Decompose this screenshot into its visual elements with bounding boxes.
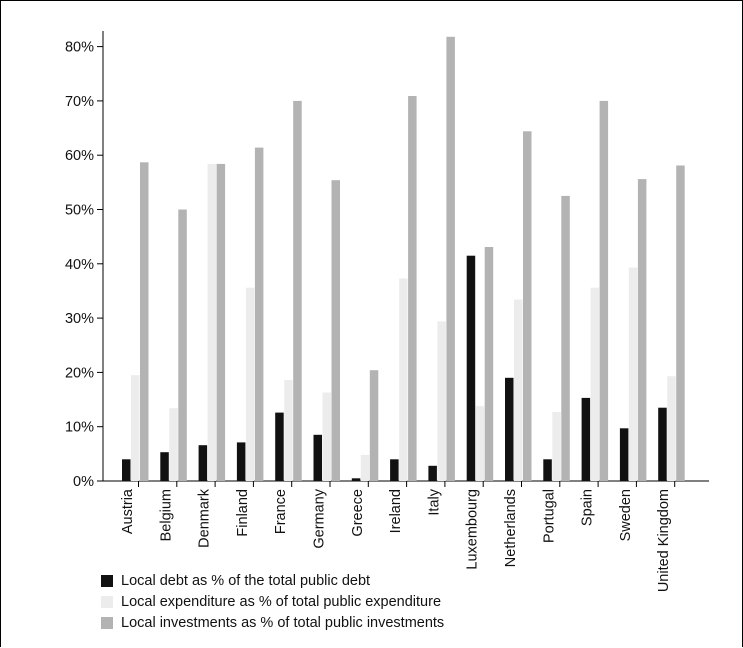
bar-netherlands-series-1 (505, 377, 514, 481)
bar-belgium-series-2 (169, 408, 178, 481)
x-category-label: Austria (120, 488, 136, 534)
legend-label: Local expenditure as % of total public e… (121, 593, 442, 610)
y-tick-label: 10% (65, 420, 94, 436)
bar-denmark-series-2 (207, 163, 217, 481)
y-tick-label: 60% (65, 148, 94, 164)
legend-swatch (101, 616, 113, 629)
bar-ireland-series-2 (399, 278, 408, 481)
y-tick-label: 0% (73, 474, 94, 490)
bar-finland-series-3 (254, 147, 264, 481)
bar-ireland-series-3 (408, 96, 417, 481)
x-category-label: Sweden (618, 489, 634, 541)
bar-united-kingdom-series-1 (658, 407, 667, 481)
bar-luxembourg-series-1 (466, 255, 476, 481)
y-tick-label: 50% (65, 203, 94, 219)
bar-portugal-series-3 (561, 195, 570, 481)
bar-spain-series-1 (581, 397, 591, 481)
bar-italy-series-2 (437, 321, 446, 481)
y-tick-label: 20% (65, 365, 94, 381)
bar-portugal-series-2 (552, 412, 561, 481)
x-category-label: Finland (235, 489, 251, 537)
legend-swatch (101, 574, 113, 587)
bar-sweden-series-1 (619, 428, 629, 481)
bar-netherlands-series-2 (514, 299, 523, 481)
x-category-label: Spain (580, 489, 596, 526)
bar-italy-series-3 (446, 36, 455, 482)
y-tick-label: 30% (65, 311, 94, 327)
bar-belgium-series-3 (178, 209, 187, 481)
x-category-label: Italy (426, 488, 442, 515)
x-category-label: Belgium (158, 489, 174, 541)
legend-item: Local expenditure as % of total public e… (101, 591, 444, 612)
x-category-label: Luxembourg (465, 489, 481, 570)
bar-germany-series-3 (331, 180, 340, 481)
x-category-label: United Kingdom (656, 489, 672, 592)
bar-austria-series-1 (122, 459, 131, 481)
chart-legend: Local debt as % of the total public debt… (101, 570, 444, 633)
y-tick-label: 70% (65, 94, 94, 110)
y-tick-label: 40% (65, 257, 94, 273)
x-category-label: Denmark (197, 488, 213, 548)
bar-denmark-series-1 (198, 445, 208, 481)
bar-netherlands-series-3 (523, 131, 532, 482)
legend-item: Local investments as % of total public i… (101, 612, 444, 633)
bar-sweden-series-2 (628, 267, 638, 481)
bar-portugal-series-1 (543, 459, 552, 481)
bar-belgium-series-1 (160, 452, 169, 481)
x-category-label: Greece (350, 489, 366, 537)
legend-swatch (101, 595, 113, 608)
bar-united-kingdom-series-3 (676, 165, 685, 481)
bar-germany-series-2 (322, 392, 331, 481)
bar-ireland-series-1 (390, 459, 399, 481)
bar-italy-series-1 (428, 465, 437, 481)
bar-france-series-3 (293, 100, 302, 482)
bar-germany-series-1 (313, 434, 322, 481)
x-category-label: Portugal (541, 489, 557, 543)
bar-finland-series-2 (245, 287, 255, 481)
x-category-label: Ireland (388, 489, 404, 533)
bar-france-series-2 (284, 380, 293, 481)
bar-greece-series-1 (351, 478, 361, 481)
legend-label: Local debt as % of the total public debt (121, 572, 371, 589)
bar-greece-series-3 (369, 370, 379, 481)
bar-spain-series-3 (599, 100, 609, 482)
bar-sweden-series-3 (637, 179, 647, 481)
bar-austria-series-3 (140, 162, 149, 482)
bar-denmark-series-3 (216, 163, 226, 481)
x-category-label: Netherlands (503, 489, 519, 567)
y-tick-label: 80% (65, 40, 94, 56)
bar-greece-series-2 (360, 454, 370, 481)
bar-austria-series-2 (131, 375, 140, 481)
x-category-label: France (273, 489, 289, 534)
bar-united-kingdom-series-2 (667, 376, 676, 481)
x-category-label: Germany (312, 488, 328, 548)
bar-france-series-1 (275, 412, 284, 481)
bar-luxembourg-series-2 (475, 406, 485, 481)
bar-spain-series-2 (590, 287, 600, 481)
bar-luxembourg-series-3 (484, 247, 494, 481)
bar-finland-series-1 (236, 442, 246, 481)
legend-label: Local investments as % of total public i… (121, 614, 445, 631)
legend-item: Local debt as % of the total public debt (101, 570, 444, 591)
